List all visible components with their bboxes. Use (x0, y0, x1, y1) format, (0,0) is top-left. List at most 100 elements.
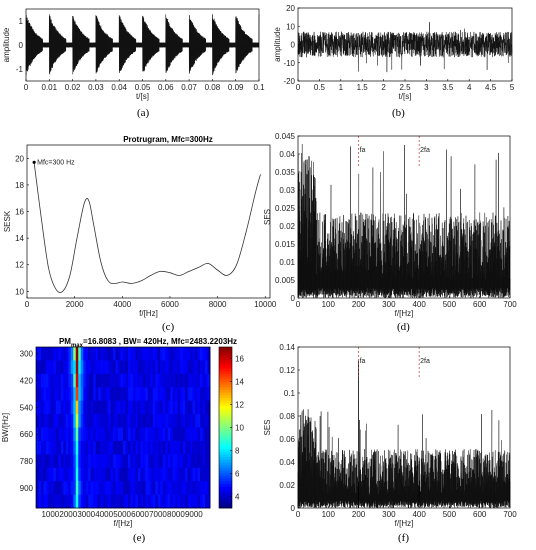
panel-e-heatmap-cell (48, 360, 52, 375)
panel-e-heatmap-cell (36, 467, 39, 482)
panel-e-colorbar-swatch (219, 427, 232, 431)
panel-e-heatmap-cell (53, 347, 57, 361)
panel-e-heatmap-cell (60, 494, 64, 509)
panel-e-heatmap-cell (58, 373, 62, 388)
panel-e-heatmap-cell (48, 427, 52, 442)
panel-e-heatmap-cell (165, 454, 169, 469)
panel-e-heatmap-cell (48, 387, 52, 402)
panel-e-heatmap-cell (115, 387, 119, 402)
panel-e-heatmap-cell (172, 347, 176, 361)
panel-e-heatmap-cell (202, 467, 206, 482)
panel-e-colorbar-swatch (219, 435, 232, 439)
panel-e-heatmap-cell (180, 360, 184, 375)
panel-d-xtick-label: 200 (352, 300, 366, 309)
panel-f-xtick-label: 600 (473, 510, 487, 519)
panel-e-heatmap-cell (205, 360, 208, 375)
panel-e-heatmap-cell (180, 427, 184, 442)
panel-e-heatmap-cell (75, 440, 79, 455)
panel-e-heatmap-cell (185, 414, 189, 428)
panel-e-heatmap-cell (108, 360, 111, 375)
panel-e-heatmap-cell (85, 454, 89, 469)
panel-e-heatmap-cell (130, 400, 134, 415)
panel-e-heatmap-cell (162, 467, 166, 482)
panel-e-heatmap-cell (90, 360, 94, 375)
panel-e-heatmap-cell (167, 347, 171, 361)
panel-f-xtick-label: 400 (412, 510, 426, 519)
panel-e-heatmap-cell (150, 387, 154, 402)
panel-e-heatmap-cell (43, 414, 47, 428)
panel-e-heatmap-cell (187, 414, 191, 428)
panel-e-heatmap-cell (43, 387, 47, 402)
panel-d-ylabel: SES (263, 209, 272, 225)
panel-e-colorbar-swatch (219, 355, 232, 359)
panel-e-heatmap-cell (65, 481, 69, 495)
panel-e-heatmap-cell (83, 387, 87, 402)
panel-e-heatmap-cell (200, 427, 203, 442)
panel-e-heatmap-cell (83, 400, 87, 415)
panel-e-heatmap-cell (177, 440, 181, 455)
panel-e-heatmap-cell (98, 373, 102, 388)
panel-d-xtick-label: 400 (412, 300, 426, 309)
panel-e-heatmap-cell (78, 360, 82, 375)
panel-e-heatmap-cell (135, 427, 139, 442)
panel-e-heatmap-cell (152, 440, 156, 455)
panel-e-heatmap-cell (160, 387, 164, 402)
panel-e-heatmap-cell (95, 454, 99, 469)
panel-e-heatmap-cell (50, 494, 54, 509)
panel-e-xtick-label: 8000 (167, 510, 185, 519)
panel-e-heatmap-cell (182, 494, 186, 509)
panel-e-colorbar-swatch (219, 478, 232, 482)
panel-e-heatmap-cell (80, 467, 84, 482)
panel-e-heatmap-cell (43, 373, 47, 388)
panel-e-heatmap-cell (45, 400, 49, 415)
panel-c-ytick-label: 12 (15, 261, 24, 270)
panel-e-heatmap-cell (65, 494, 69, 509)
panel-e-heatmap-cell (165, 414, 169, 428)
panel-e-heatmap-cell (58, 454, 62, 469)
panel-e-heatmap-cell (155, 400, 159, 415)
panel-b-xtick-label: 2.5 (399, 83, 411, 92)
panel-f-xtick-label: 100 (322, 510, 336, 519)
panel-e-heatmap-cell (137, 400, 141, 415)
panel-e-colorbar-swatch (219, 406, 232, 410)
panel-e-heatmap-cell (78, 387, 82, 402)
panel-e-heatmap-cell (100, 387, 104, 402)
panel-b-xlabel: t/[s] (399, 92, 412, 101)
panel-e-heatmap-cell (120, 414, 124, 428)
panel-e-heatmap-cell (192, 494, 196, 509)
panel-e-heatmap-cell (50, 440, 54, 455)
panel-e-heatmap-cell (140, 440, 144, 455)
panel-e-caption: (e) (133, 532, 146, 544)
panel-e-heatmap-cell (78, 481, 82, 495)
panel-e-heatmap-cell (105, 400, 109, 415)
panel-e-heatmap-cell (78, 414, 82, 428)
panel-e-heatmap-cell (88, 400, 92, 415)
panel-e-colorbar-swatch (219, 397, 232, 402)
panel-e-heatmap-cell (40, 427, 44, 442)
panel-e-heatmap-cell (125, 481, 129, 495)
panel-e-heatmap-cell (177, 414, 181, 428)
panel-e-heatmap-cell (175, 467, 179, 482)
panel-e-colorbar-swatch (219, 505, 232, 509)
panel-e-heatmap-cell (95, 494, 99, 509)
panel-f-xtick-label: 200 (352, 510, 366, 519)
panel-e-heatmap-cell (157, 373, 161, 388)
panel-e-heatmap-cell (83, 440, 87, 455)
panel-e-heatmap-cell (135, 400, 139, 415)
panel-e-xtick-label: 2000 (59, 510, 77, 519)
panel-e-colorbar-swatch (219, 443, 232, 447)
panel-e-heatmap-cell (195, 360, 198, 375)
panel-e-heatmap-cell (88, 347, 92, 361)
panel-e-heatmap-cell (195, 414, 198, 428)
panel-e-heatmap-cell (90, 373, 94, 388)
panel-e-heatmap-cell (88, 427, 92, 442)
panel-c-title: Protrugram, Mfc=300Hz (123, 135, 213, 144)
panel-e-heatmap-cell (68, 400, 72, 415)
panel-e-heatmap-cell (40, 347, 44, 361)
panel-e-heatmap-cell (155, 347, 159, 361)
panel-e-heatmap-cell (123, 467, 126, 482)
panel-e-heatmap-cell (120, 400, 124, 415)
panel-e-heatmap-cell (108, 440, 111, 455)
panel-e-heatmap-cell (167, 467, 171, 482)
